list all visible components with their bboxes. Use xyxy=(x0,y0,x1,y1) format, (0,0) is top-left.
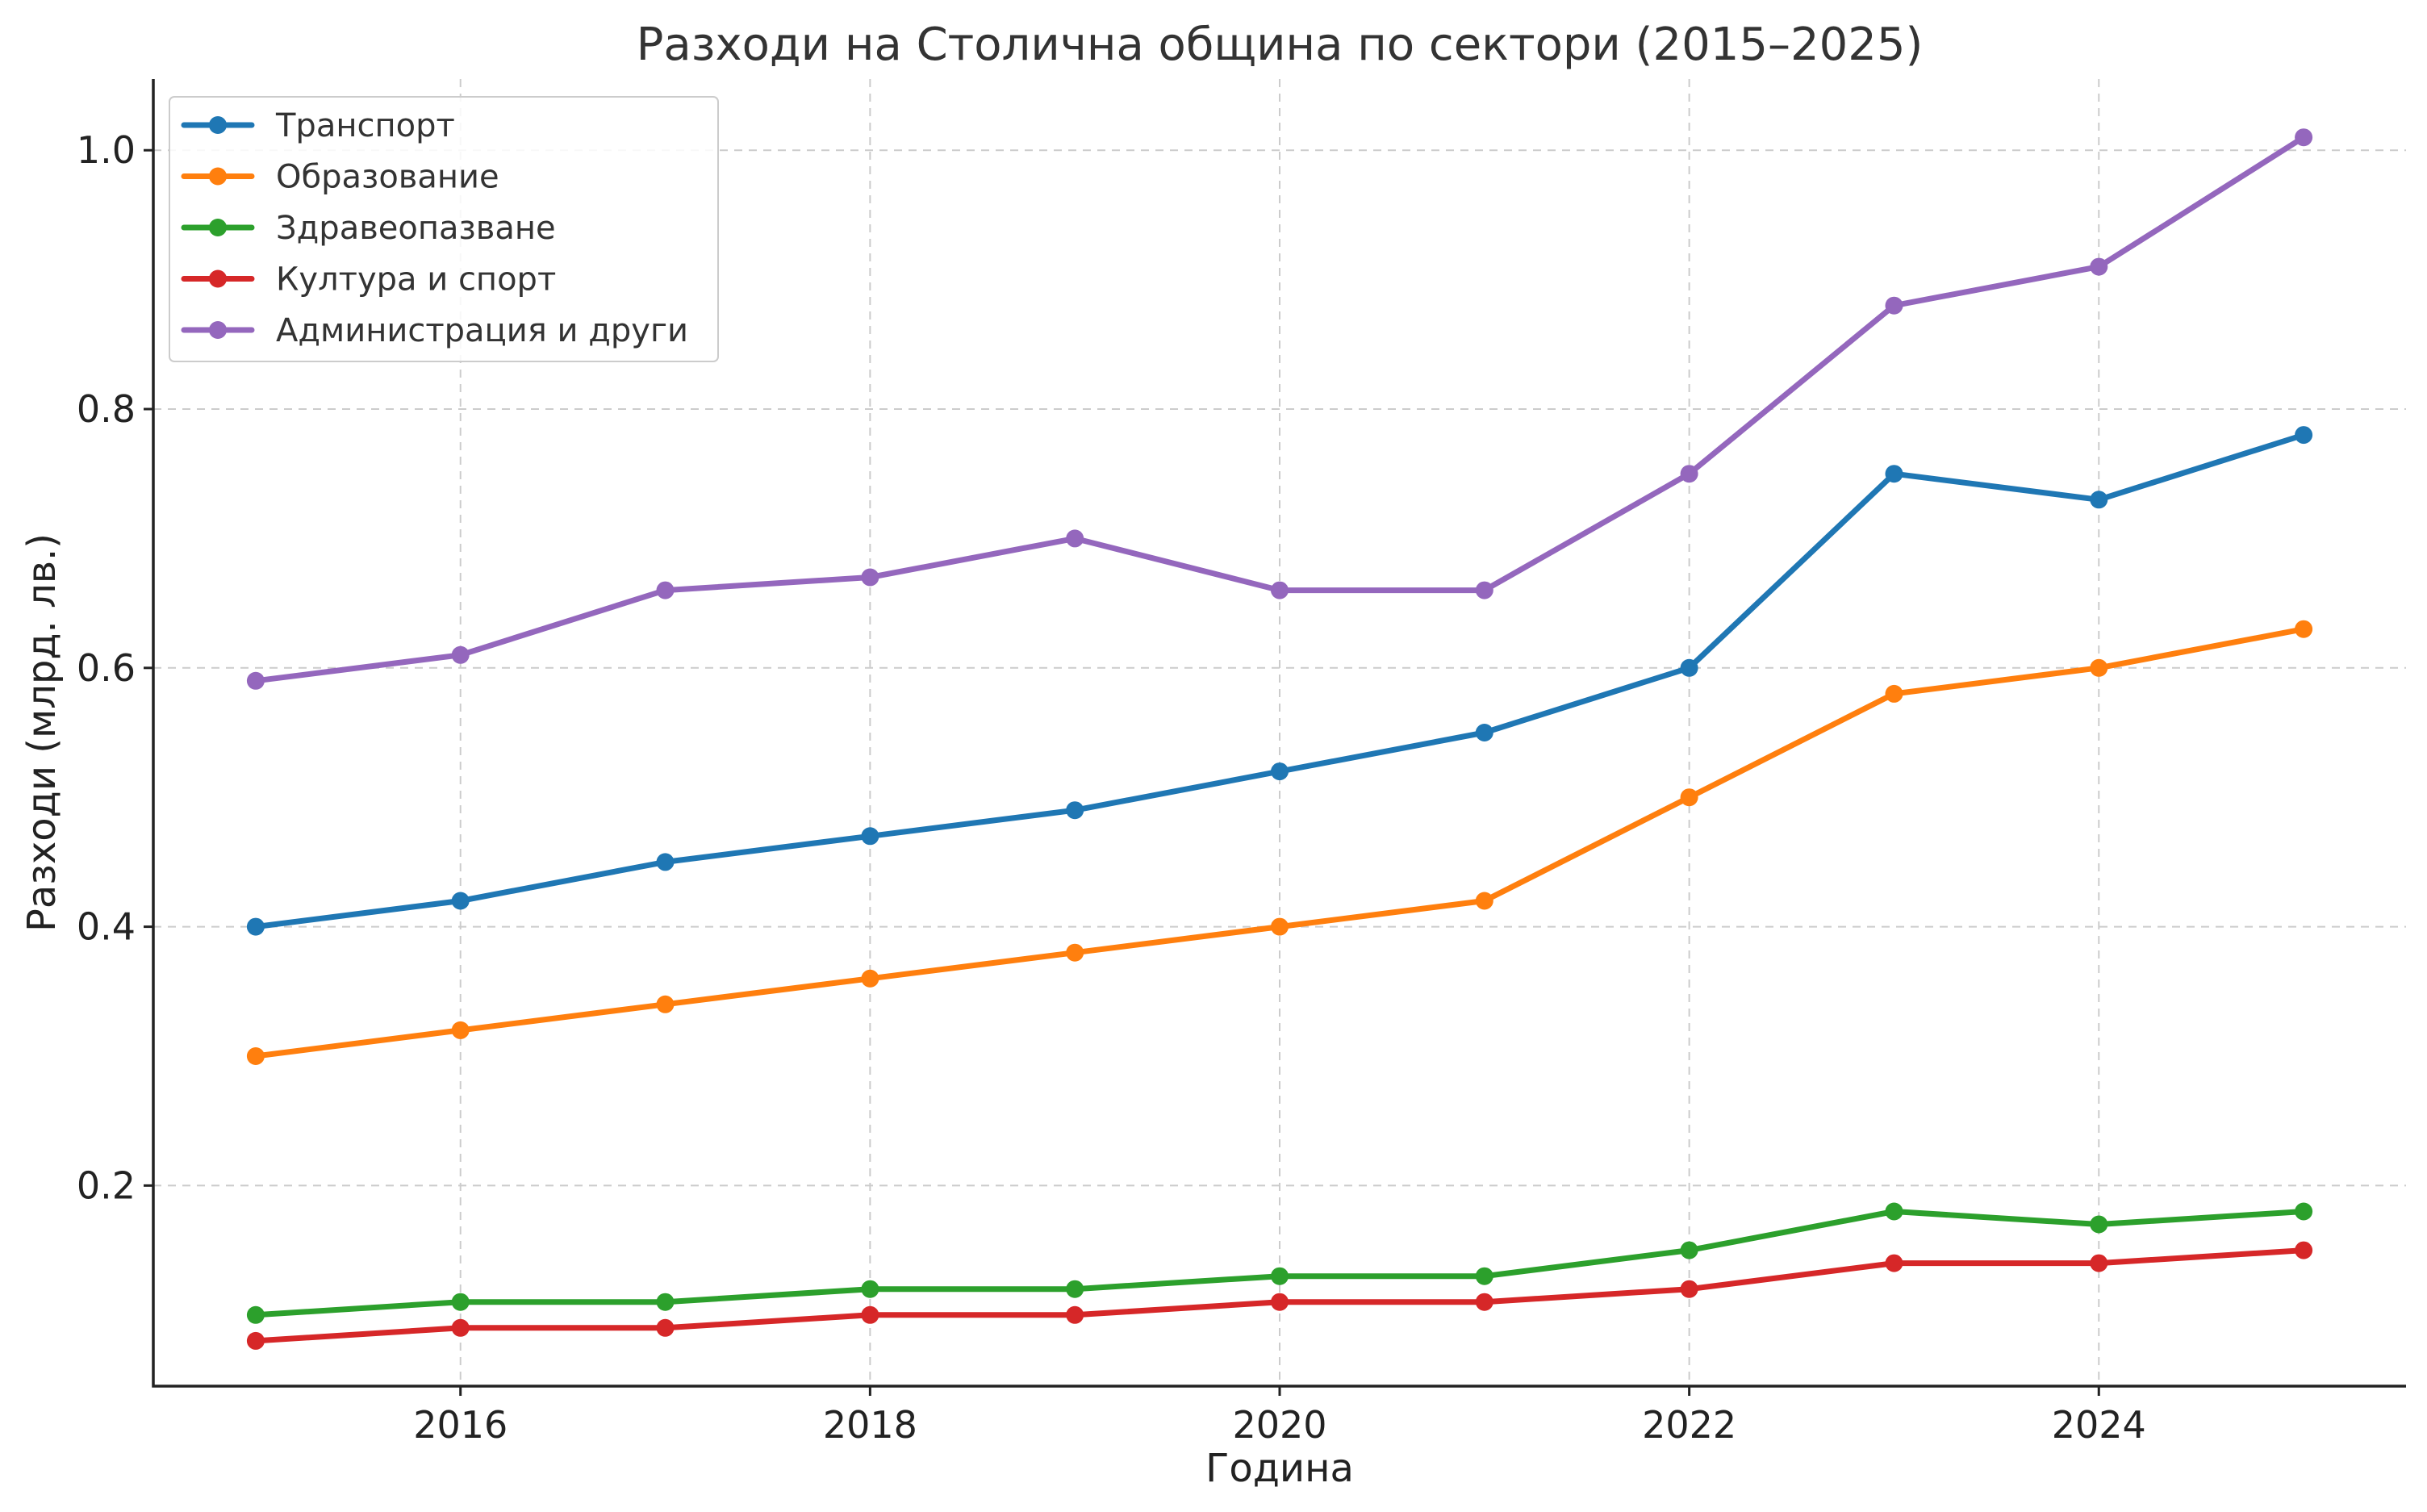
data-point xyxy=(451,1021,470,1039)
legend: Транспорт Образование Здравеопазване Култур… xyxy=(169,96,719,362)
data-point xyxy=(2295,1202,2313,1221)
data-point xyxy=(1271,581,1289,599)
y-axis-ticks: 0.2 0.4 0.6 0.8 1.0 xyxy=(77,128,153,1207)
data-point xyxy=(1271,1267,1289,1285)
data-point xyxy=(2295,128,2313,147)
series-1 xyxy=(246,620,2313,1065)
data-point xyxy=(656,581,675,599)
data-point xyxy=(861,568,879,587)
data-point xyxy=(1680,788,1698,807)
legend-label: Образование xyxy=(276,159,499,196)
data-point xyxy=(2090,491,2108,509)
legend-item: Здравеопазване xyxy=(181,210,556,247)
x-axis-label: Година xyxy=(1205,1446,1354,1491)
data-point xyxy=(246,1331,265,1350)
legend-label: Транспорт xyxy=(275,107,455,144)
legend-marker xyxy=(209,321,227,339)
legend-marker xyxy=(209,269,227,288)
legend-label: Култура и спорт xyxy=(276,261,556,299)
data-point xyxy=(861,969,879,988)
y-tick-label: 0.2 xyxy=(77,1163,136,1207)
legend-item: Транспорт xyxy=(181,107,455,144)
series-3 xyxy=(246,1241,2313,1350)
data-point xyxy=(1066,943,1084,962)
data-point xyxy=(656,1318,675,1337)
data-point xyxy=(451,1293,470,1311)
data-point xyxy=(246,917,265,936)
data-point xyxy=(246,1305,265,1324)
data-point xyxy=(2090,257,2108,276)
data-point xyxy=(2090,658,2108,677)
data-point xyxy=(451,1318,470,1337)
legend-marker xyxy=(209,116,227,134)
data-point xyxy=(1475,581,1493,599)
data-point xyxy=(1680,658,1698,677)
data-point xyxy=(2295,620,2313,638)
data-point xyxy=(656,853,675,871)
data-point xyxy=(1475,724,1493,741)
data-point xyxy=(2295,426,2313,445)
data-point xyxy=(861,1305,879,1324)
data-point xyxy=(1680,465,1698,483)
data-point xyxy=(1885,465,1903,483)
data-point xyxy=(1885,684,1903,703)
data-point xyxy=(1475,1293,1493,1311)
y-tick-label: 0.6 xyxy=(77,646,136,690)
legend-item: Култура и спорт xyxy=(181,261,556,299)
data-point xyxy=(656,995,675,1013)
data-point xyxy=(1475,1267,1493,1285)
data-point xyxy=(2090,1215,2108,1234)
data-point xyxy=(2295,1241,2313,1259)
x-axis-ticks: 2016 2018 2020 2022 2024 xyxy=(413,1386,2146,1447)
data-point xyxy=(1066,1280,1084,1298)
axes-spines xyxy=(152,79,2406,1388)
data-point xyxy=(246,671,265,690)
y-tick-label: 0.4 xyxy=(77,905,136,949)
data-point xyxy=(861,1280,879,1298)
x-tick-label: 2018 xyxy=(823,1403,917,1447)
y-axis-label: Разходи (млрд. лв.) xyxy=(19,533,65,932)
data-point xyxy=(1066,801,1084,820)
data-point xyxy=(2090,1254,2108,1272)
data-point xyxy=(1066,1305,1084,1324)
legend-marker xyxy=(209,167,227,186)
data-point xyxy=(1271,762,1289,781)
data-point xyxy=(861,827,879,846)
data-point xyxy=(656,1293,675,1311)
data-point xyxy=(1475,892,1493,910)
x-tick-label: 2016 xyxy=(413,1403,508,1447)
series-lines xyxy=(246,128,2313,1350)
data-point xyxy=(1066,529,1084,548)
series-0 xyxy=(246,426,2313,936)
x-tick-label: 2024 xyxy=(2052,1403,2146,1447)
data-point xyxy=(1885,1202,1903,1221)
data-point xyxy=(1271,1293,1289,1311)
chart-title: Разходи на Столична община по сектори (2… xyxy=(637,19,1924,71)
x-tick-label: 2022 xyxy=(1642,1403,1736,1447)
data-point xyxy=(1680,1280,1698,1298)
y-tick-label: 0.8 xyxy=(77,387,136,431)
series-4 xyxy=(246,128,2313,690)
y-tick-label: 1.0 xyxy=(77,128,136,172)
data-point xyxy=(1680,1241,1698,1259)
legend-item: Администрация и други xyxy=(181,312,688,349)
legend-item: Образование xyxy=(181,159,499,196)
data-point xyxy=(1885,296,1903,315)
legend-label: Здравеопазване xyxy=(276,210,556,247)
data-point xyxy=(451,645,470,664)
legend-frame xyxy=(169,96,719,362)
series-2 xyxy=(246,1202,2313,1324)
data-point xyxy=(1271,917,1289,936)
data-point xyxy=(1885,1254,1903,1272)
x-tick-label: 2020 xyxy=(1232,1403,1326,1447)
data-point xyxy=(246,1047,265,1065)
data-point xyxy=(451,892,470,910)
legend-label: Администрация и други xyxy=(276,312,688,349)
legend-marker xyxy=(209,219,227,236)
